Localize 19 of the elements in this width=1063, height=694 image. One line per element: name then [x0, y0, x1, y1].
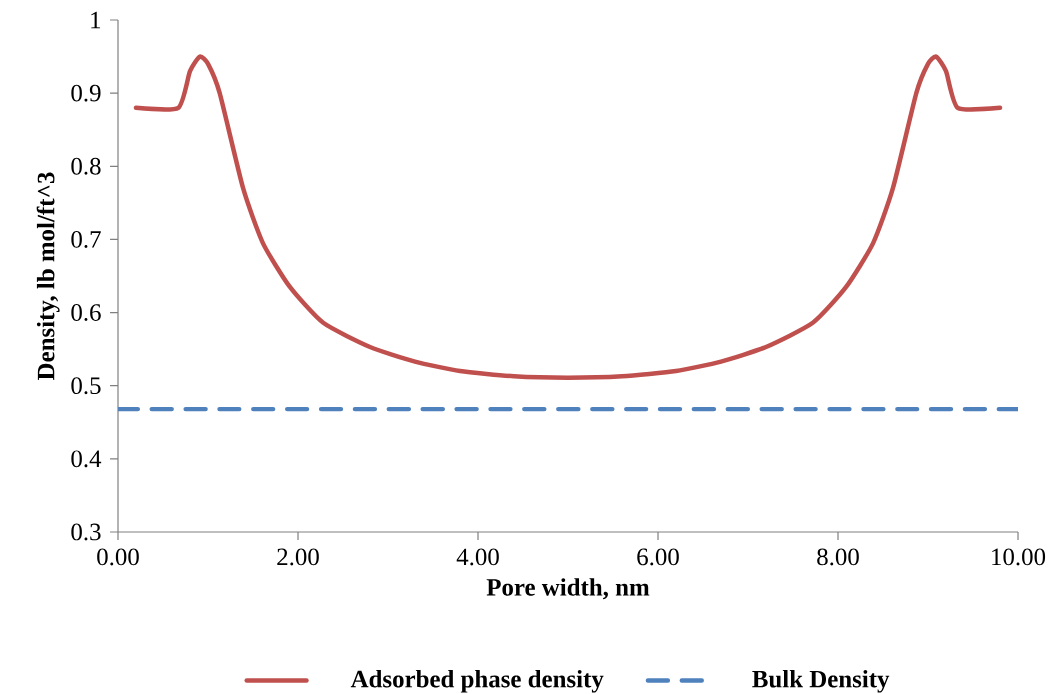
line-series: [133, 54, 1003, 380]
y-tick-label: 1: [91, 11, 101, 29]
x-tick-label: 4.00: [456, 548, 499, 566]
y-tick-label: 0.3: [71, 523, 101, 541]
y-tick-label: 0.7: [71, 230, 101, 248]
x-axis-title: Pore width, nm: [486, 578, 650, 600]
x-tick-label: 0.00: [97, 548, 139, 566]
y-tick-label: 0.9: [71, 84, 101, 102]
x-tick-label: 10.00: [992, 548, 1046, 566]
x-tick-label: 8.00: [817, 548, 859, 566]
legend-label: Bulk Density: [752, 669, 890, 693]
y-tick-label: 0.4: [71, 450, 102, 468]
y-tick-label: 0.5: [71, 377, 101, 395]
x-tick-label: 2.00: [277, 548, 319, 566]
x-tick-label: 6.00: [637, 548, 679, 566]
y-tick-label: 0.6: [71, 304, 101, 322]
y-tick-label: 0.8: [71, 157, 101, 175]
legend-label: Adsorbed phase density: [350, 669, 604, 693]
y-axis-title: Density, lb mol/ft^3: [36, 172, 60, 381]
